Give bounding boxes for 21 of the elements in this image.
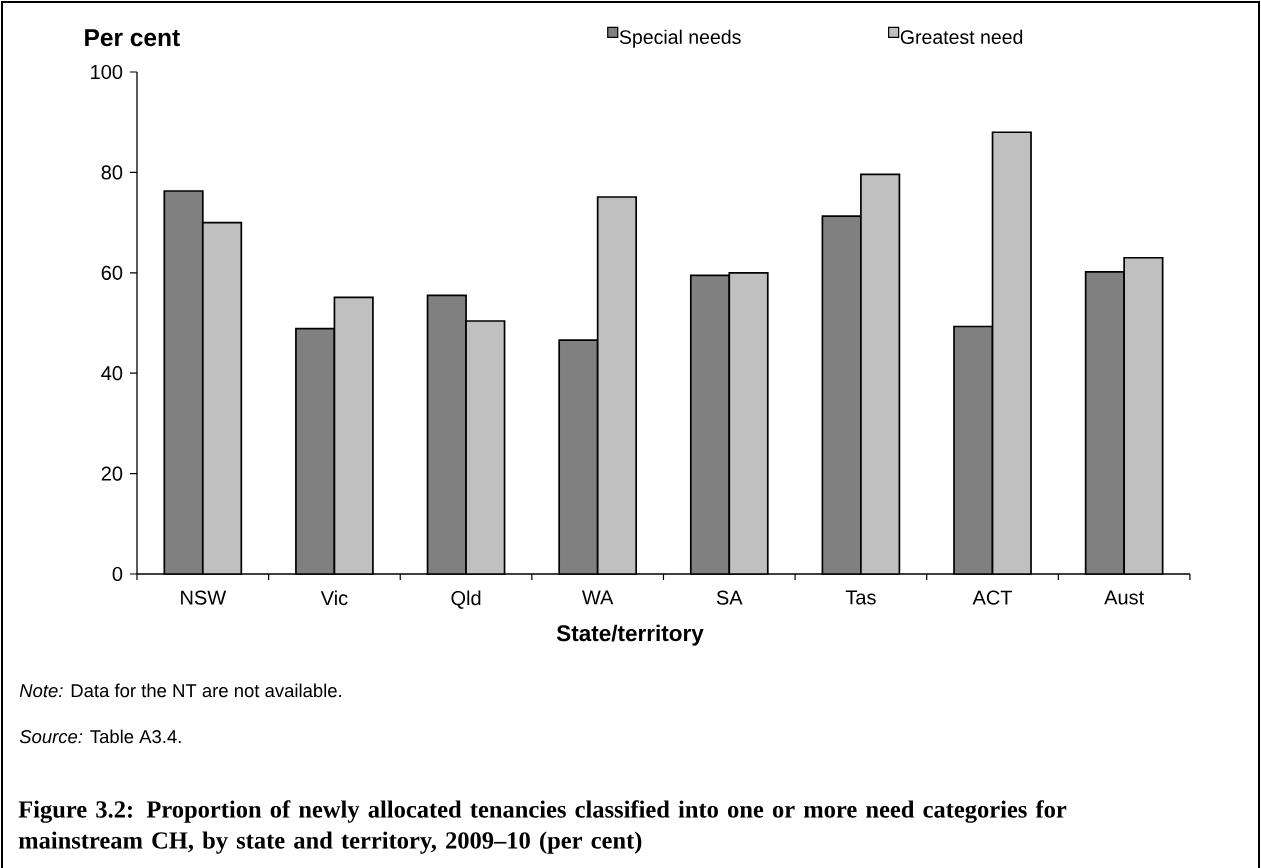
y-tick-label: 20 bbox=[101, 466, 123, 481]
text: Note: Data for the NT are not available. bbox=[19, 683, 342, 698]
x-tick-label: Tas bbox=[845, 590, 876, 605]
text: Figure 3.2: Proportion of newly allocated tenancies classified into one or more need categories for mainstream CH, by state and territory, 2009–10 (per cent) bbox=[18, 800, 1067, 854]
x-tick-label: SA bbox=[716, 590, 743, 605]
y-tick-label: 80 bbox=[101, 165, 123, 180]
x-tick-label: ACT bbox=[972, 590, 1013, 605]
y-tick-label: 100 bbox=[91, 64, 123, 80]
x-tick-label: Aust bbox=[1104, 590, 1144, 605]
y-axis-title: Per cent bbox=[85, 29, 180, 47]
legend-label: Special needs bbox=[619, 29, 741, 48]
text: Source: Table A3.4. bbox=[19, 729, 181, 744]
y-tick-label: 60 bbox=[101, 265, 123, 280]
legend-label: Greatest need bbox=[900, 29, 1023, 45]
x-tick-label: Qld bbox=[451, 590, 481, 609]
y-tick-label: 40 bbox=[101, 366, 123, 381]
y-tick-label: 0 bbox=[112, 566, 123, 582]
x-tick-label: Vic bbox=[320, 590, 348, 606]
x-axis-title: State/territory bbox=[556, 624, 704, 646]
x-tick-label: NSW bbox=[181, 590, 227, 605]
x-tick-label: WA bbox=[582, 590, 614, 605]
